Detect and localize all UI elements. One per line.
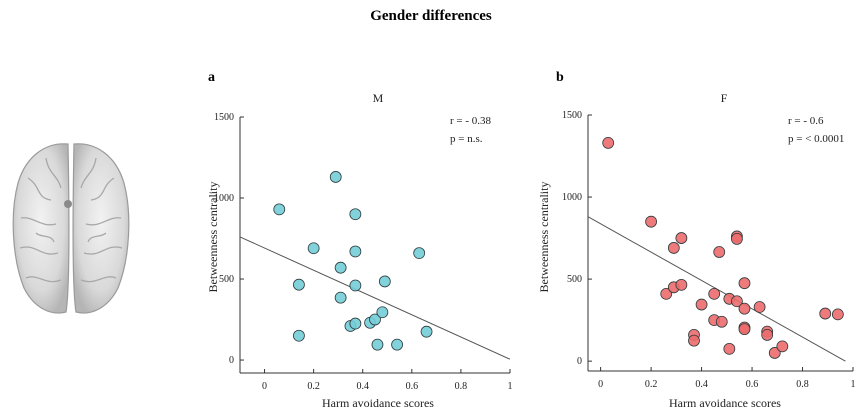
stat-p: p = n.s.	[450, 133, 483, 145]
stat-r: r = - 0.38	[450, 115, 492, 127]
x-tick-label: 0.8	[796, 379, 809, 390]
x-tick-label: 0	[598, 379, 603, 390]
data-point	[371, 338, 384, 351]
scatter-chart-m: M Betweenness centrality Harm avoidance …	[206, 91, 513, 410]
data-point	[307, 242, 320, 255]
panel-label-a: a	[208, 70, 215, 85]
data-point	[713, 246, 726, 258]
data-point	[420, 325, 433, 338]
data-point	[731, 295, 743, 308]
data-point	[413, 247, 426, 260]
data-point	[349, 317, 362, 330]
panel-label-b: b	[556, 70, 564, 85]
data-point	[831, 308, 844, 321]
data-point	[738, 302, 751, 315]
x-tick-label: 0.8	[455, 381, 468, 392]
y-tick-label: 0	[577, 356, 582, 367]
x-tick-label: 0.4	[695, 379, 708, 390]
brain-left-hemisphere	[12, 143, 70, 314]
data-point	[349, 208, 362, 221]
x-tick-label: 0.2	[307, 381, 320, 392]
data-point	[738, 323, 751, 336]
data-point	[391, 338, 403, 351]
data-point	[329, 171, 342, 183]
regression-line	[239, 236, 511, 360]
data-point	[819, 307, 832, 320]
brain-node-marker	[64, 200, 72, 208]
stat-p: p = < 0.0001	[788, 133, 844, 145]
data-point	[369, 313, 381, 326]
data-point	[293, 329, 305, 342]
brain-illustration	[12, 143, 130, 314]
x-tick-label: 0.6	[406, 381, 419, 392]
y-tick-label: 500	[219, 274, 234, 285]
data-point	[645, 215, 657, 228]
y-tick-label: 1000	[562, 192, 582, 203]
scatter-chart-f: F Betweenness centrality Harm avoidance …	[537, 91, 856, 410]
data-point	[753, 301, 766, 313]
data-point	[378, 275, 391, 288]
chart-title: M	[373, 91, 384, 105]
x-tick-label: 1	[508, 381, 513, 392]
data-point	[349, 245, 362, 258]
data-point	[675, 278, 688, 291]
data-point	[273, 203, 286, 216]
data-point	[334, 291, 347, 304]
data-point	[695, 298, 708, 311]
x-tick-label: 1	[851, 379, 856, 390]
data-point	[334, 261, 347, 274]
chart-title: F	[721, 91, 728, 105]
y-axis-label: Betweenness centrality	[537, 182, 551, 293]
x-tick-label: 0	[262, 381, 267, 392]
data-point	[776, 340, 789, 353]
y-axis-label: Betweenness centrality	[206, 182, 220, 293]
data-point	[602, 136, 615, 149]
x-tick-label: 0.6	[746, 379, 759, 390]
data-point	[349, 279, 362, 292]
brain-right-hemisphere	[72, 143, 130, 314]
data-point	[768, 347, 781, 359]
data-point	[738, 277, 751, 290]
y-tick-label: 1000	[214, 193, 234, 204]
data-point	[376, 306, 389, 319]
data-point	[731, 232, 743, 245]
data-point	[688, 334, 700, 347]
data-point	[708, 287, 721, 300]
data-point	[723, 342, 736, 355]
stat-r: r = - 0.6	[788, 115, 824, 127]
data-point	[761, 328, 774, 341]
x-tick-label: 0.4	[356, 381, 369, 392]
x-axis-label: Harm avoidance scores	[669, 396, 781, 410]
y-tick-label: 1500	[214, 112, 234, 123]
data-point	[667, 242, 680, 254]
data-point	[715, 315, 728, 328]
x-axis-label: Harm avoidance scores	[322, 396, 434, 410]
x-tick-label: 0.2	[645, 379, 658, 390]
y-tick-label: 1500	[562, 110, 582, 121]
data-point	[675, 232, 688, 244]
y-tick-label: 500	[567, 274, 582, 285]
figure-title: Gender differences	[370, 8, 492, 24]
data-point	[660, 287, 673, 300]
data-point	[293, 278, 305, 291]
y-tick-label: 0	[229, 355, 234, 366]
